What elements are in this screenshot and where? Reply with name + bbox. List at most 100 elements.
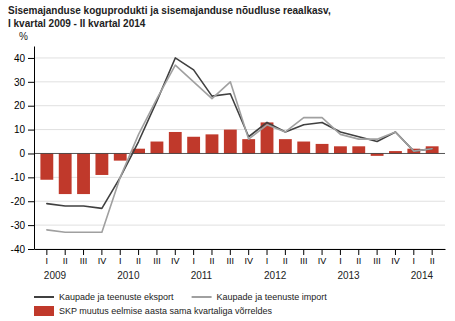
x-tick: I: [413, 249, 416, 266]
x-tick-mark: [340, 249, 341, 255]
x-tick: IV: [98, 249, 107, 266]
bar: [206, 134, 219, 153]
x-tick-label: IV: [98, 256, 107, 266]
x-tick-label: II: [63, 256, 68, 266]
bar: [151, 142, 164, 154]
bar-series: [40, 122, 438, 194]
grid-line: [34, 81, 445, 82]
x-tick: II: [283, 249, 288, 266]
y-tick-mark: [28, 225, 34, 226]
x-tick-mark: [65, 249, 66, 255]
y-tick: 10: [14, 124, 34, 135]
y-tick-mark: [28, 249, 34, 250]
y-tick: -10: [11, 172, 34, 183]
x-tick-label: I: [46, 256, 49, 266]
year-label: 2010: [117, 270, 140, 281]
y-tick: 0: [19, 148, 34, 159]
x-tick: II: [136, 249, 141, 266]
y-tick-mark: [28, 177, 34, 178]
x-tick-mark: [322, 249, 323, 255]
y-tick-mark: [28, 130, 34, 131]
legend-swatch: [34, 296, 54, 298]
x-axis: IIIIIIIVIIIIIIIVIIIIIIIVIIIIIIIVIIIIIIIV…: [35, 249, 446, 266]
grid-line: [34, 177, 445, 178]
x-tick-mark: [230, 249, 231, 255]
bar: [334, 146, 347, 153]
grid-line: [34, 153, 445, 154]
x-tick-label: III: [227, 256, 235, 266]
subtitle: I kvartal 2009 - II kvartal 2014: [8, 18, 146, 29]
line: [47, 58, 432, 208]
x-tick-mark: [413, 249, 414, 255]
y-tick-mark: [28, 153, 34, 154]
x-tick: I: [266, 249, 269, 266]
legend-swatch: [192, 296, 212, 298]
x-tick-mark: [83, 249, 84, 255]
x-tick-mark: [46, 249, 47, 255]
grid-line: [34, 249, 445, 250]
y-tick-mark: [28, 82, 34, 83]
bar: [187, 137, 200, 154]
x-tick: I: [46, 249, 49, 266]
x-tick-mark: [156, 249, 157, 255]
x-tick-label: III: [80, 256, 88, 266]
y-tick-label: 40: [14, 53, 26, 64]
y-tick: 40: [14, 53, 34, 64]
grid-line: [34, 225, 445, 226]
x-tick-label: III: [373, 256, 381, 266]
x-tick-label: IV: [318, 256, 327, 266]
bar: [114, 153, 127, 160]
line: [47, 65, 432, 232]
marks: [34, 58, 445, 232]
chart: Sisemajanduse koguprodukti ja sisemajand…: [0, 0, 455, 321]
legend-label: Kaupade ja teenuste eksport: [59, 292, 174, 302]
x-tick-mark: [248, 249, 249, 255]
y-tick: -20: [11, 196, 34, 207]
x-tick-label: I: [119, 256, 122, 266]
y-tick-label: 30: [14, 77, 26, 88]
x-tick-label: II: [136, 256, 141, 266]
bar: [95, 153, 108, 174]
x-tick-mark: [211, 249, 212, 255]
bar: [77, 153, 90, 194]
x-tick-label: II: [209, 256, 214, 266]
bar: [279, 139, 292, 153]
baseline: [34, 153, 445, 154]
x-tick: III: [227, 249, 235, 266]
legend-item: Kaupade ja teenuste eksport: [34, 292, 174, 302]
x-tick-mark: [432, 249, 433, 255]
x-tick-mark: [285, 249, 286, 255]
y-tick-label: -40: [11, 244, 26, 255]
y-tick-label: 10: [14, 124, 26, 135]
y-tick-mark: [28, 106, 34, 107]
bar: [169, 132, 182, 153]
x-tick-mark: [193, 249, 194, 255]
x-tick-label: I: [413, 256, 416, 266]
grid-line: [34, 57, 445, 58]
y-tick-label: 0: [19, 148, 25, 159]
x-tick-label: III: [153, 256, 161, 266]
y-tick-label: -30: [11, 220, 26, 231]
x-tick-mark: [120, 249, 121, 255]
y-tick: -30: [11, 220, 34, 231]
x-tick-label: II: [356, 256, 361, 266]
y-tick: 20: [14, 100, 34, 111]
y-tick-label: -10: [11, 172, 26, 183]
grid-line: [34, 201, 445, 202]
x-tick: I: [192, 249, 195, 266]
x-tick-label: I: [266, 256, 269, 266]
legend: Kaupade ja teenuste eksport Kaupade ja te…: [34, 292, 327, 316]
x-tick-mark: [358, 249, 359, 255]
legend-label: SKP muutus eelmise aasta sama kvartaliga…: [59, 306, 272, 316]
x-tick: IV: [171, 249, 180, 266]
year-label: 2014: [411, 270, 434, 281]
grid-line: [34, 105, 445, 106]
legend-item: Kaupade ja teenuste import: [192, 292, 328, 302]
x-tick: IV: [391, 249, 400, 266]
y-tick: 30: [14, 77, 34, 88]
year-label: 2009: [44, 270, 67, 281]
x-tick: III: [80, 249, 88, 266]
y-tick: -40: [11, 244, 34, 255]
x-tick: II: [63, 249, 68, 266]
x-tick: III: [373, 249, 381, 266]
